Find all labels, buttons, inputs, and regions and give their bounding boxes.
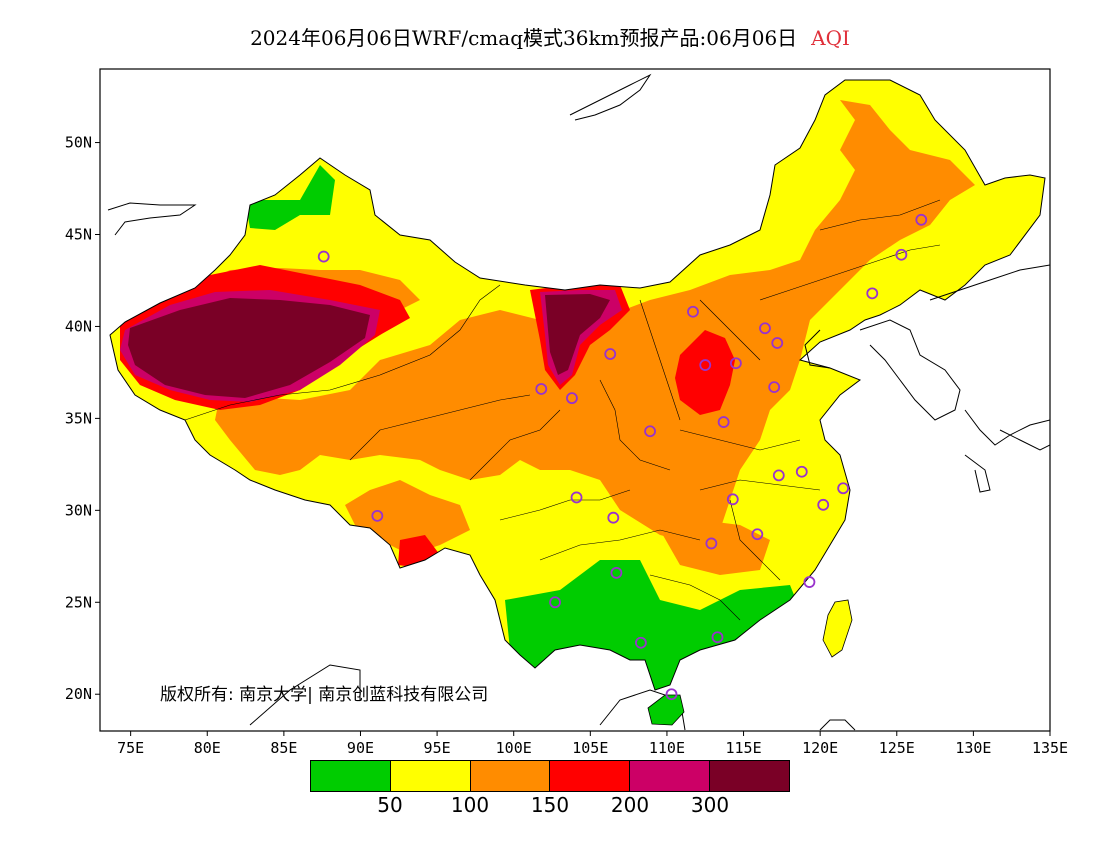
city-station-marker [795,465,808,478]
legend-swatch [470,761,551,791]
title-text: 2024年06月06日WRF/cmaq模式36km预报产品:06月06日 [250,26,798,50]
city-station-marker [759,322,771,335]
x-tick-label: 90E [347,739,374,757]
city-station-marker [817,498,830,511]
aqi-zone-darkred-ordos [545,294,610,375]
city-station-marker [535,383,548,395]
city-station-marker [699,359,712,371]
city-station-marker [610,566,623,579]
legend-swatch [311,761,391,791]
x-tick-label: 130E [955,739,991,757]
city-station-marker [729,357,742,370]
city-station-marker [866,287,879,300]
city-station-marker [371,509,384,522]
aqi-zone-orange-central [215,100,975,545]
legend-label: 200 [610,793,650,817]
legend-label: 300 [690,793,730,817]
aqi-legend [310,760,790,792]
city-station-marker [566,392,578,405]
y-tick-label: 40N [65,317,92,335]
city-station-marker [549,596,561,609]
legend-label: 150 [530,793,570,817]
map-title: 2024年06月06日WRF/cmaq模式36km预报产品:06月06日 AQI [0,22,1100,52]
x-tick-label: 120E [802,739,838,757]
y-axis: 20N 25N 30N 35N 40N 45N 50N [65,134,100,703]
city-station-marker [771,337,784,349]
legend-swatch [630,761,711,791]
y-tick-label: 45N [65,226,92,244]
plot-area [100,69,1050,731]
x-axis: 75E 80E 85E 90E 95E 100E 105E 110E 115E 120E 125E 1… [117,731,1068,757]
x-tick-label: 95E [424,739,451,757]
city-station-marker [705,537,718,550]
y-tick-label: 50N [65,134,92,152]
legend-swatch [390,761,471,791]
copyright-note: 版权所有: 南京大学| 南京创蓝科技有限公司 [160,685,489,705]
x-tick-label: 125E [879,739,915,757]
x-tick-label: 110E [649,739,685,757]
legend-labels: 50 100 150 200 300 [0,793,1100,819]
legend-label: 100 [450,793,490,817]
hainan-island [647,694,685,726]
aqi-zone-darkred-tarim [128,298,370,398]
taiwan-island [822,599,853,658]
city-station-marker [837,482,850,495]
y-tick-label: 25N [65,593,92,611]
city-station-marker [634,636,647,649]
legend-swatch [550,761,631,791]
x-tick-label: 80E [194,739,221,757]
city-station-marker [607,511,620,524]
city-station-marker [317,250,330,263]
x-tick-label: 115E [725,739,761,757]
x-tick-label: 75E [117,739,144,757]
city-station-marker [711,631,724,644]
pollutant-label: AQI [811,26,850,50]
city-station-marker [665,688,678,701]
x-tick-label: 105E [572,739,608,757]
aqi-zone-green-northwest [245,165,335,230]
city-station-marker [687,305,699,318]
legend-label: 50 [377,793,403,817]
city-station-marker [644,425,656,438]
city-station-marker [803,576,816,588]
aqi-zone-red-north-china [675,330,735,415]
city-station-marker [717,416,730,428]
city-station-marker [768,381,781,394]
x-tick-label: 85E [270,739,297,757]
y-tick-label: 20N [65,685,92,703]
legend-swatch [710,761,789,791]
province-borders [184,199,941,621]
china-border [109,79,1046,691]
stations-layer [317,213,928,701]
plot-frame [99,68,1051,732]
y-tick-label: 30N [65,501,92,519]
aqi-zone-green-south [505,560,800,690]
x-tick-label: 135E [1032,739,1068,757]
city-station-marker [726,493,739,506]
city-station-marker [895,248,908,261]
x-tick-label: 100E [496,739,532,757]
city-station-marker [570,491,583,504]
y-tick-label: 35N [65,409,92,427]
city-station-marker [772,469,785,482]
city-station-marker [604,348,617,360]
city-station-marker [751,528,764,541]
city-station-marker [915,213,928,226]
